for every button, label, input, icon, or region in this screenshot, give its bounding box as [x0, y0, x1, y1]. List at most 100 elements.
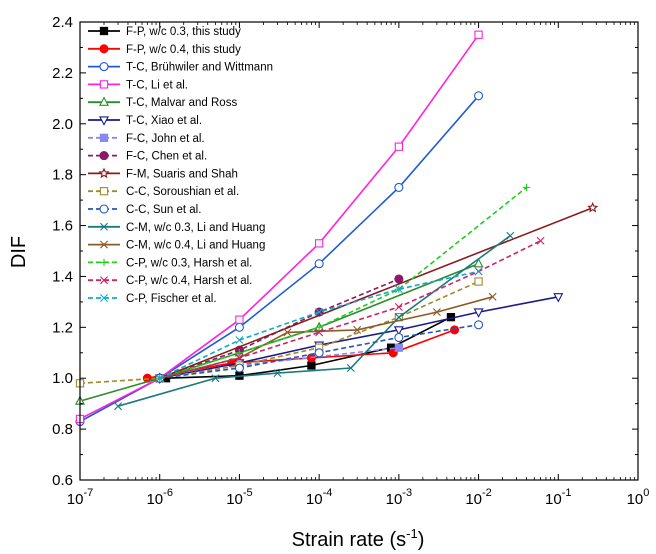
legend-entry: C-P, Fischer et al.	[88, 293, 217, 305]
legend-label: F-P, w/c 0.4, this study	[126, 44, 241, 56]
data-point	[394, 142, 404, 151]
legend-entry: C-C, Soroushian et al.	[88, 186, 239, 198]
x-tick-label: 10-1	[545, 487, 571, 508]
legend-label: C-C, Soroushian et al.	[126, 186, 239, 198]
x-axis-title: Strain rate (s-1)	[292, 526, 425, 551]
y-tick-label: 1.4	[52, 268, 73, 285]
y-tick-label: 0.8	[52, 421, 73, 438]
legend-label: F-C, Chen et al.	[126, 151, 207, 163]
data-point	[474, 320, 484, 330]
legend-label: C-P, w/c 0.4, Harsh et al.	[126, 275, 252, 287]
legend-marker	[99, 204, 109, 214]
axes-layer: 0.6 0.8 1.0 1.2 1.4 1.6 1.8 2.0 2.2 2.4 10-7 10-6 10…	[52, 14, 649, 508]
series-layer	[74, 30, 599, 427]
series-line	[117, 235, 511, 407]
legend-entry: T-C, Brühwiler and Wittmann	[88, 62, 273, 74]
data-point	[211, 374, 220, 383]
legend-entry: C-P, w/c 0.4, Harsh et al.	[88, 275, 252, 287]
legend-label: T-C, Xiao et al.	[126, 115, 202, 127]
legend-marker	[98, 167, 110, 179]
x-tick-label: 100	[627, 487, 650, 508]
data-point	[474, 30, 483, 39]
data-point	[394, 285, 403, 294]
data-point	[587, 201, 599, 213]
legend-entry: T-C, Malvar and Ross	[88, 96, 237, 109]
data-point	[314, 348, 324, 358]
legend-entry: C-P, w/c 0.3, Harsh et al.	[88, 257, 252, 269]
legend-label: F-P, w/c 0.3, this study	[126, 26, 241, 38]
legend-label: T-C, Li et al.	[126, 79, 188, 91]
legend-marker	[99, 187, 109, 196]
data-point	[536, 236, 545, 245]
x-tick-label: 10-5	[226, 487, 252, 508]
data-point	[432, 308, 441, 317]
legend-entry: C-C, Sun et al.	[88, 204, 201, 216]
data-point	[394, 343, 404, 352]
legend-label: C-M, w/c 0.3, Li and Huang	[126, 222, 265, 234]
legend-marker	[99, 26, 109, 36]
data-point	[307, 361, 316, 370]
series-line	[159, 296, 559, 379]
legend-marker	[99, 133, 109, 142]
legend-entry: C-M, w/c 0.3, Li and Huang	[88, 222, 265, 234]
legend-entry: F-M, Suaris and Shah	[88, 167, 238, 180]
data-point	[314, 259, 324, 269]
legend-entry: T-C, Li et al.	[88, 79, 188, 91]
legend-label: C-P, w/c 0.3, Harsh et al.	[126, 257, 252, 269]
data-point	[283, 328, 292, 337]
data-point	[393, 326, 404, 336]
y-tick-label: 0.6	[52, 472, 73, 489]
series-line	[159, 240, 541, 379]
y-tick-label: 1.2	[52, 319, 73, 336]
legend-label: T-C, Malvar and Ross	[126, 97, 237, 109]
legend: F-P, w/c 0.3, this study F-P, w/c 0.4, th…	[88, 26, 273, 305]
data-point	[155, 374, 164, 383]
data-point	[315, 308, 324, 317]
data-point	[315, 323, 323, 331]
legend-marker	[99, 62, 109, 72]
legend-marker	[98, 116, 110, 126]
data-point	[474, 91, 484, 101]
legend-marker	[100, 240, 108, 249]
legend-label: C-M, w/c 0.4, Li and Huang	[126, 240, 265, 252]
y-tick-label: 2.4	[52, 14, 73, 31]
legend-marker	[100, 258, 108, 266]
data-point	[315, 328, 324, 337]
data-point	[553, 293, 564, 303]
x-tick-label: 10-2	[465, 487, 491, 508]
data-point	[473, 308, 484, 318]
series-2	[142, 325, 460, 383]
data-point	[394, 182, 404, 192]
data-point	[235, 353, 244, 362]
y-tick-label: 1.8	[52, 167, 73, 184]
y-tick-label: 2.0	[52, 116, 73, 133]
legend-entry: F-P, w/c 0.4, this study	[88, 44, 241, 56]
series-16	[155, 267, 483, 383]
data-point	[506, 231, 515, 240]
legend-marker	[100, 276, 108, 285]
y-tick-label: 2.2	[52, 65, 73, 82]
legend-entry: F-C, Chen et al.	[88, 151, 207, 163]
data-point	[394, 274, 404, 284]
legend-marker	[99, 151, 109, 161]
data-point	[473, 257, 484, 268]
x-tick-label: 10-3	[386, 487, 412, 508]
x-tick-label: 10-7	[67, 487, 93, 508]
legend-marker	[100, 294, 108, 302]
data-point	[273, 369, 282, 378]
legend-label: F-M, Suaris and Shah	[126, 168, 238, 180]
data-point	[394, 302, 403, 311]
data-point	[235, 336, 244, 345]
series-line	[159, 206, 593, 379]
data-point	[353, 325, 362, 334]
y-tick-label: 1.0	[52, 370, 73, 387]
legend-marker	[99, 80, 109, 89]
y-tick-label: 1.6	[52, 218, 73, 235]
legend-label: C-C, Sun et al.	[126, 204, 201, 216]
legend-entry: C-M, w/c 0.4, Li and Huang	[88, 240, 265, 252]
data-point	[234, 363, 244, 373]
data-point	[314, 239, 324, 248]
legend-marker	[98, 96, 110, 106]
x-tick-label: 10-6	[146, 487, 172, 508]
data-point	[234, 322, 244, 332]
